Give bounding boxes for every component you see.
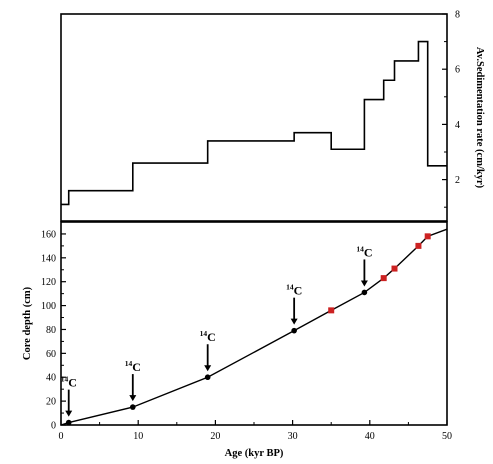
annotation-arrow-head xyxy=(360,280,368,287)
bottom-y-tick-label: 120 xyxy=(41,277,56,288)
c14-label: C xyxy=(294,284,303,298)
bottom-y-tick-label: 160 xyxy=(41,229,56,240)
top-y-axis-title: Av.Sedimentation rate (cm/kyr) xyxy=(474,47,485,189)
red-tie-point-marker xyxy=(391,265,398,272)
red-tie-point-marker xyxy=(424,233,431,240)
c14-label: C xyxy=(364,245,373,259)
bottom-y-tick-label: 140 xyxy=(41,253,56,264)
sedimentation-rate-step-line xyxy=(61,40,447,206)
bottom-x-axis-title: Age (kyr BP) xyxy=(225,448,284,459)
red-tie-point-marker xyxy=(328,307,335,314)
red-tie-point-marker xyxy=(415,242,422,249)
c14-label-superscript: 14 xyxy=(125,359,133,368)
radiocarbon-date-point xyxy=(129,404,136,410)
bottom-y-tick-label: 20 xyxy=(46,397,56,408)
bottom-x-tick-label: 10 xyxy=(133,431,143,442)
c14-label-superscript: 14 xyxy=(286,283,294,292)
annotation-arrow-head xyxy=(65,410,73,417)
bottom-y-tick-label: 0 xyxy=(51,421,56,432)
bottom-x-tick-label: 0 xyxy=(59,431,64,442)
c14-label-superscript: 14 xyxy=(61,375,69,384)
top-plot-frame xyxy=(60,13,448,222)
radiocarbon-date-point xyxy=(204,374,211,381)
top-y-tick-label: 8 xyxy=(455,10,460,21)
c14-label-superscript: 14 xyxy=(356,244,364,253)
c14-label: C xyxy=(68,376,77,390)
c14-label: C xyxy=(207,330,216,344)
sedimentation-rate-panel: 2 4 6 8 Av.Sedimentation rate (cm/kyr) xyxy=(60,10,485,222)
bottom-y-axis-title: Core depth (cm) xyxy=(22,286,33,360)
bottom-x-tick-label: 40 xyxy=(365,431,375,442)
bottom-y-tick-label: 60 xyxy=(46,349,56,360)
radiocarbon-date-point xyxy=(361,289,368,296)
c14-label: C xyxy=(132,360,141,374)
bottom-y-tick-label: 40 xyxy=(46,373,56,384)
bottom-y-tick-label: 80 xyxy=(46,325,56,336)
bottom-x-tick-label: 30 xyxy=(288,431,298,442)
bottom-y-tick-label: 100 xyxy=(41,301,56,312)
annotation-arrow-head xyxy=(290,318,298,325)
radiocarbon-date-point xyxy=(291,327,297,334)
bottom-x-tick-label: 20 xyxy=(210,431,220,442)
bottom-x-tick-label: 50 xyxy=(442,431,452,442)
annotation-arrow-head xyxy=(129,395,137,402)
annotation-arrow-head xyxy=(204,365,212,372)
radiocarbon-date-point xyxy=(65,419,72,426)
bottom-plot-frame xyxy=(60,221,448,426)
top-y-tick-label: 6 xyxy=(455,65,460,76)
c14-label-superscript: 14 xyxy=(200,329,208,338)
top-y-tick-label: 2 xyxy=(455,175,460,186)
red-tie-point-marker xyxy=(380,275,387,282)
top-y-tick-label: 4 xyxy=(455,120,460,131)
age-depth-line xyxy=(60,228,448,426)
